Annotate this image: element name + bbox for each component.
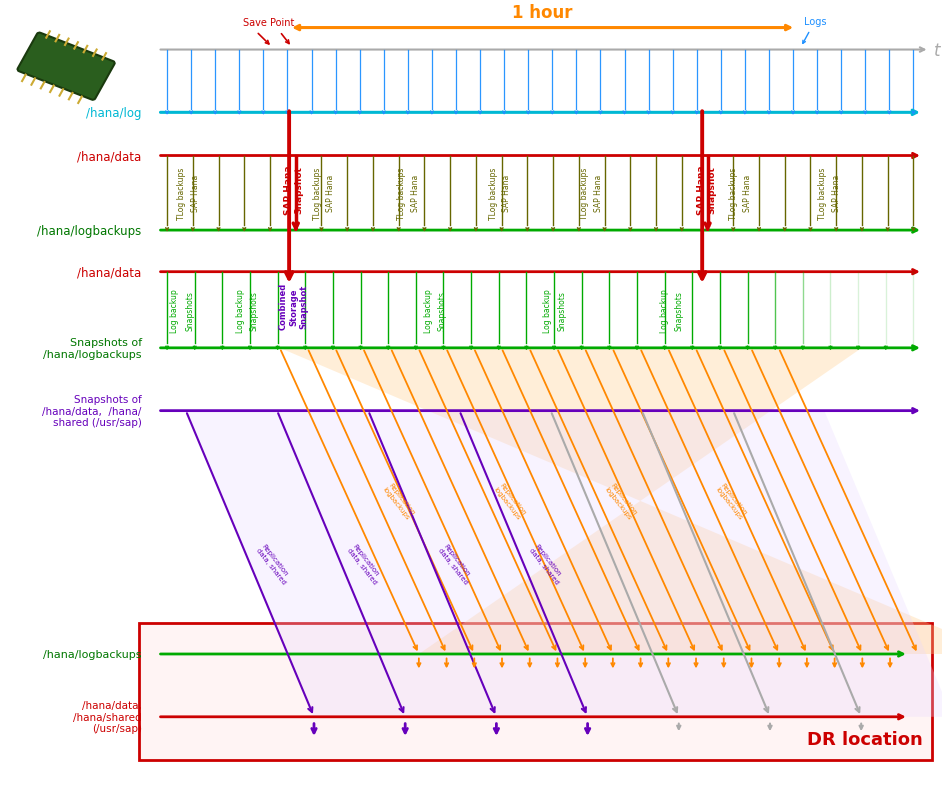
Text: SAP Hana: SAP Hana: [411, 175, 420, 213]
Text: SAP Hana
Snapshot: SAP Hana Snapshot: [284, 165, 303, 214]
Text: Snapshots: Snapshots: [185, 290, 194, 330]
Text: Log backup: Log backup: [542, 289, 551, 332]
Text: Snapshots: Snapshots: [673, 290, 683, 330]
Text: /hana/data: /hana/data: [77, 266, 142, 279]
Text: Replication
data, shared: Replication data, shared: [254, 543, 292, 585]
Text: /hana/data: /hana/data: [77, 150, 142, 163]
Text: Logs: Logs: [802, 17, 825, 27]
FancyBboxPatch shape: [139, 623, 931, 760]
Text: Snapshots of
/hana/logbackups: Snapshots of /hana/logbackups: [43, 338, 142, 359]
Text: 1 hour: 1 hour: [512, 4, 572, 22]
Text: SAP Hana: SAP Hana: [191, 175, 199, 213]
Text: Log backup: Log backup: [170, 289, 179, 332]
Text: Replication
logbackups: Replication logbackups: [381, 482, 415, 520]
Text: TLog backups: TLog backups: [728, 168, 737, 220]
Polygon shape: [279, 348, 944, 654]
Text: TLog backups: TLog backups: [177, 168, 185, 220]
Text: TLog backups: TLog backups: [396, 168, 406, 220]
Text: SAP Hana: SAP Hana: [326, 175, 334, 213]
Text: SAP Hana
Snapshot: SAP Hana Snapshot: [697, 165, 716, 214]
Text: Log backup: Log backup: [236, 289, 244, 332]
Text: Replication
logbackups: Replication logbackups: [714, 482, 748, 520]
Text: Replication
data, shared: Replication data, shared: [346, 543, 382, 585]
Text: SAP Hana: SAP Hana: [502, 175, 511, 213]
Text: Snapshots: Snapshots: [437, 290, 447, 330]
Text: Snapshots of
/hana/data,  /hana/
shared (/usr/sap): Snapshots of /hana/data, /hana/ shared (…: [42, 395, 142, 427]
Text: /hana/log: /hana/log: [86, 107, 142, 119]
Text: SAP Hana: SAP Hana: [831, 175, 840, 213]
Text: TLog backups: TLog backups: [580, 168, 589, 220]
Text: TLog backups: TLog backups: [489, 168, 497, 220]
Text: Log backup: Log backup: [423, 289, 432, 332]
Text: Log backup: Log backup: [660, 289, 668, 332]
FancyBboxPatch shape: [18, 34, 114, 101]
Text: /hana/logbackups: /hana/logbackups: [38, 225, 142, 237]
Text: Combined
Storage
Snapshot: Combined Storage Snapshot: [278, 283, 309, 330]
Text: TLog backups: TLog backups: [817, 168, 826, 220]
Text: DR location: DR location: [806, 731, 922, 748]
Text: t: t: [933, 42, 939, 59]
Text: /hana/data,
/hana/shared
(/usr/sap): /hana/data, /hana/shared (/usr/sap): [73, 700, 142, 734]
Text: TLog backups: TLog backups: [312, 168, 322, 220]
Text: Snapshots: Snapshots: [249, 290, 259, 330]
Text: Replication
logbackups: Replication logbackups: [492, 482, 527, 520]
Text: Replication
data, shared: Replication data, shared: [436, 543, 474, 585]
Text: Replication
logbackups: Replication logbackups: [603, 482, 637, 520]
Text: Replication
data, shared: Replication data, shared: [528, 543, 565, 585]
Text: SAP Hana: SAP Hana: [742, 175, 751, 213]
Text: SAP Hana: SAP Hana: [594, 175, 603, 213]
Text: /hana/logbackups: /hana/logbackups: [43, 649, 142, 659]
Polygon shape: [186, 411, 944, 717]
Text: Snapshots: Snapshots: [557, 290, 566, 330]
Text: Save Point: Save Point: [243, 18, 294, 28]
